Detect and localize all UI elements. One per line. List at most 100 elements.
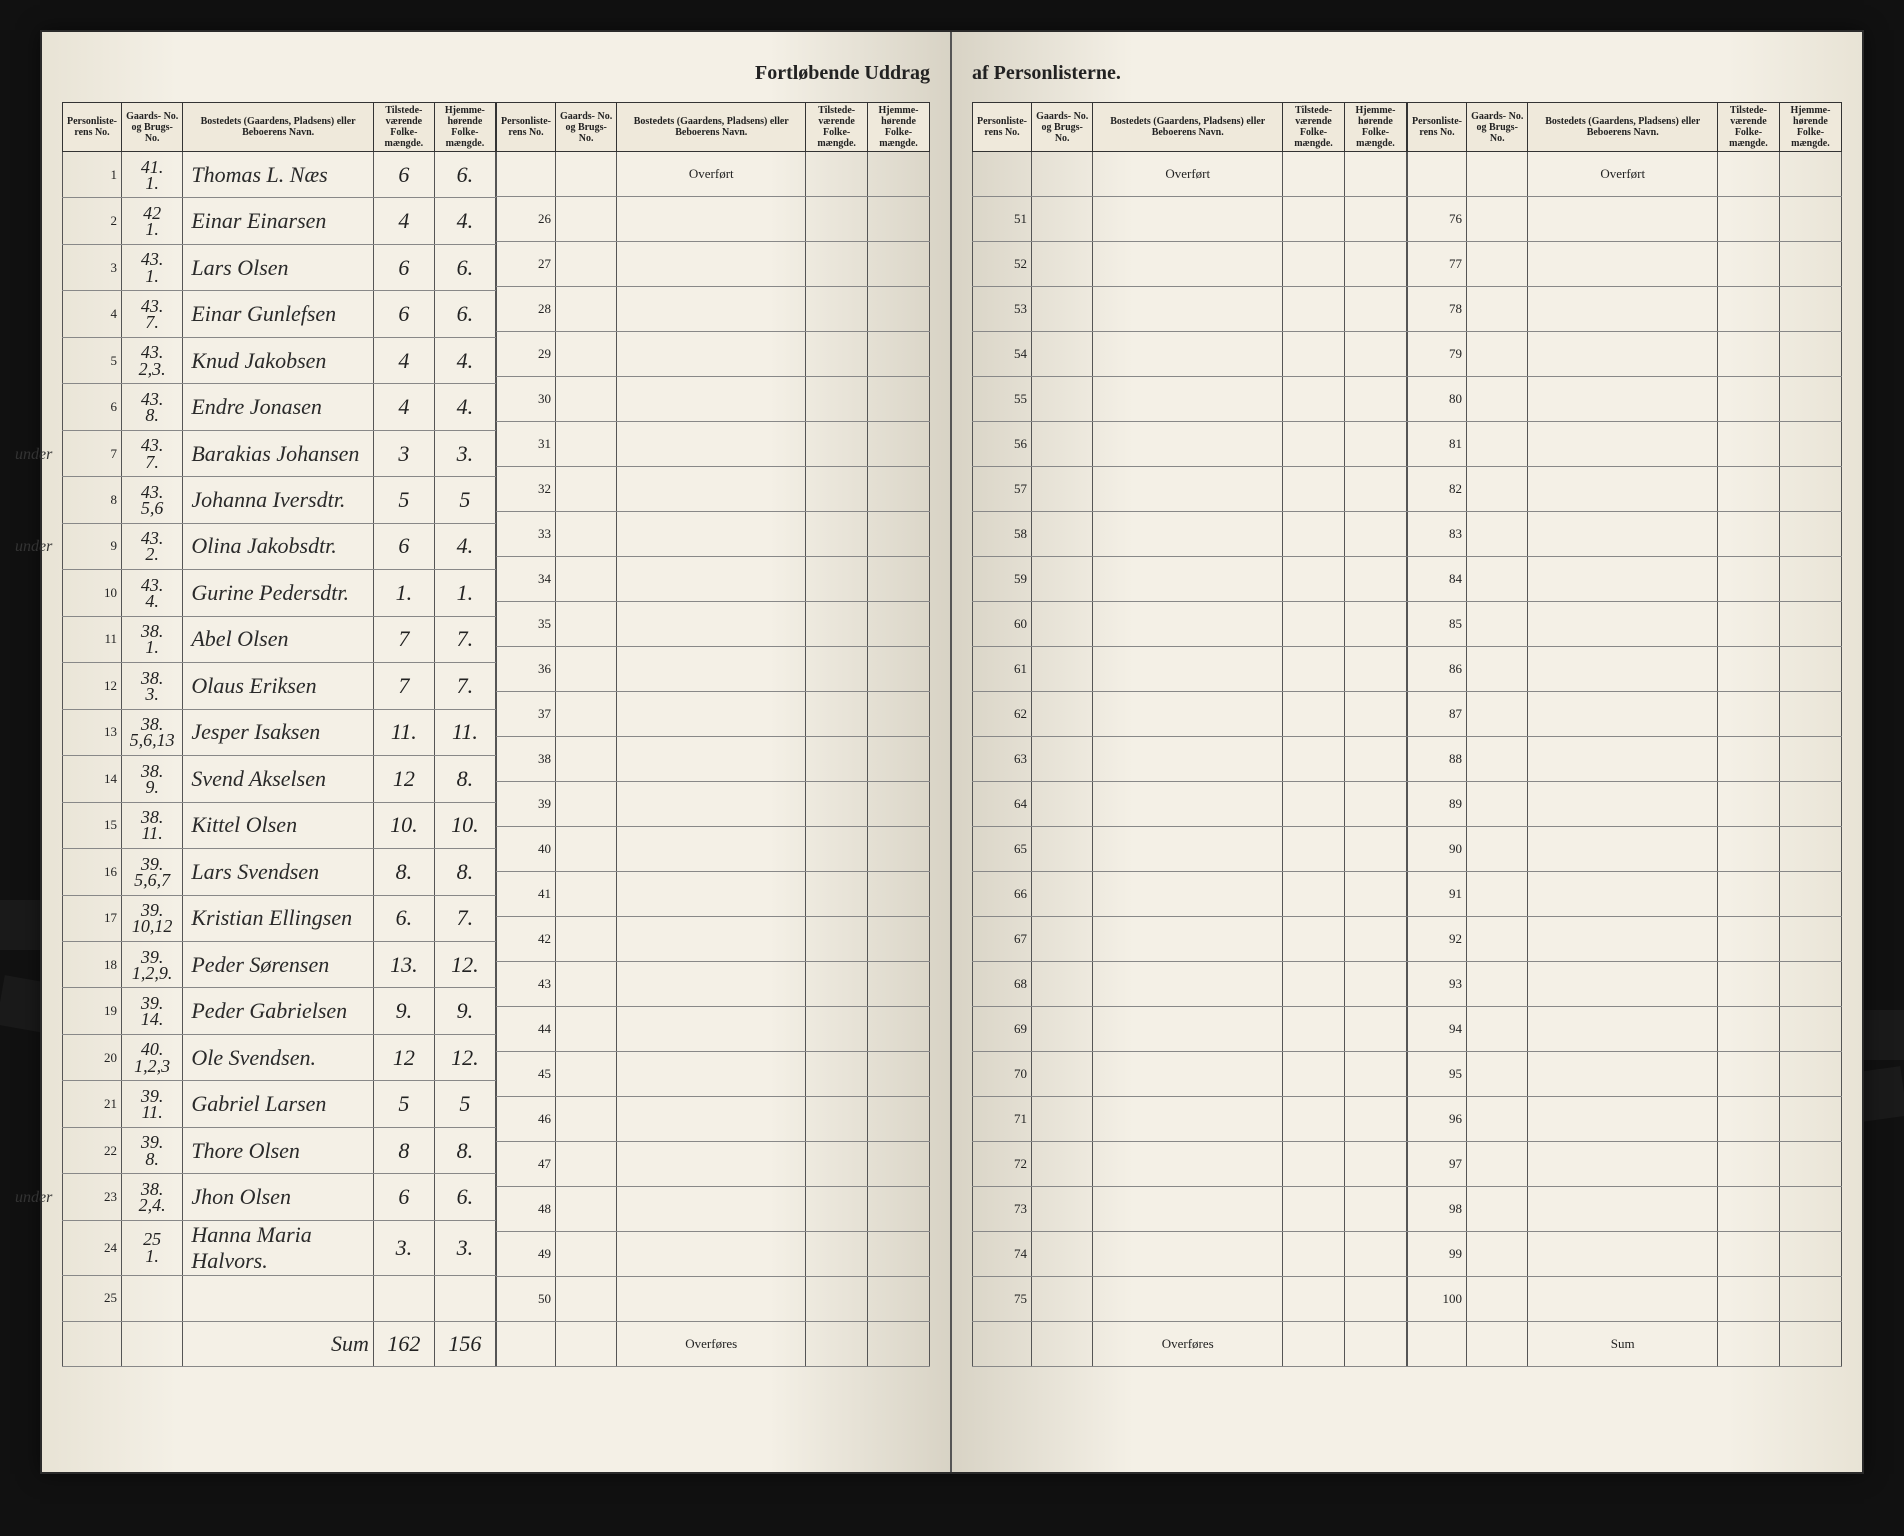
table-row: 1939. 14.Peder Gabrielsen9.9.	[63, 988, 496, 1034]
empty-cell	[1779, 557, 1841, 602]
hjemme-count: 7.	[434, 663, 495, 709]
empty-cell	[1093, 647, 1283, 692]
tilstede-count: 6	[373, 291, 434, 337]
empty-cell	[1344, 917, 1406, 962]
row-number: 80	[1408, 377, 1467, 422]
empty-cell	[1528, 737, 1718, 782]
table-row: 99	[1408, 1232, 1842, 1277]
row-number: 50	[497, 1277, 556, 1322]
hjemme-count: 6.	[434, 244, 495, 290]
right-content: Personliste- rens No. Gaards- No. og Bru…	[972, 102, 1842, 1367]
header-tilstede: Tilstede- værende Folke- mængde.	[806, 103, 868, 152]
gaard-number: 43. 2,3.	[122, 337, 183, 383]
empty-cell	[617, 197, 806, 242]
row-number: 86	[1408, 647, 1467, 692]
empty-cell	[1344, 692, 1406, 737]
gaard-number: 42 1.	[122, 198, 183, 244]
row-number: 98	[1408, 1187, 1467, 1232]
gaard-number	[122, 1275, 183, 1322]
empty-cell	[1283, 557, 1345, 602]
table-header: Personliste- rens No. Gaards- No. og Bru…	[497, 103, 930, 152]
book-spread: Fortløbende Uddrag Personliste- rens No.…	[0, 0, 1904, 1536]
row-number: 95	[1408, 1052, 1467, 1097]
empty-cell	[1283, 1187, 1345, 1232]
gaard-number: 40. 1,2,3	[122, 1034, 183, 1080]
row-number: 36	[497, 647, 556, 692]
hjemme-count: 1.	[434, 570, 495, 616]
empty-cell	[1032, 647, 1093, 692]
tilstede-count: 3.	[373, 1220, 434, 1275]
table-row: 98	[1408, 1187, 1842, 1232]
ledger-block-3: Personliste- rens No. Gaards- No. og Bru…	[972, 102, 1407, 1367]
gaard-number: 38. 5,6,13	[122, 709, 183, 755]
empty-cell	[806, 827, 868, 872]
empty-cell	[806, 692, 868, 737]
resident-name: Endre Jonasen	[183, 384, 374, 430]
overfores-label: Overføres	[1093, 1322, 1283, 1367]
empty-cell	[1467, 827, 1528, 872]
row-number: 96	[1408, 1097, 1467, 1142]
empty-cell	[1467, 1277, 1528, 1322]
tilstede-count: 6	[373, 244, 434, 290]
hjemme-count: 3.	[434, 430, 495, 476]
empty-cell	[1032, 1097, 1093, 1142]
empty-cell	[1467, 197, 1528, 242]
empty-cell	[1093, 737, 1283, 782]
resident-name: Lars Svendsen	[183, 849, 374, 895]
empty-cell	[1528, 827, 1718, 872]
empty-cell	[806, 917, 868, 962]
resident-name: Peder Gabrielsen	[183, 988, 374, 1034]
gaard-number: 38. 2,4.	[122, 1174, 183, 1220]
row-number: 9under	[63, 523, 122, 569]
empty-cell	[1528, 377, 1718, 422]
empty-cell	[1528, 287, 1718, 332]
row-number: 4	[63, 291, 122, 337]
empty-cell	[1283, 1052, 1345, 1097]
empty-cell	[1032, 557, 1093, 602]
empty-cell	[1717, 242, 1779, 287]
empty-cell	[806, 872, 868, 917]
table-row: 38	[497, 737, 930, 782]
empty-cell	[1032, 1142, 1093, 1187]
empty-cell	[617, 1007, 806, 1052]
empty-cell	[1528, 647, 1718, 692]
row-number: 44	[497, 1007, 556, 1052]
empty-cell	[1344, 1007, 1406, 1052]
table-row: 88	[1408, 737, 1842, 782]
empty-cell	[1344, 1187, 1406, 1232]
row-number: 38	[497, 737, 556, 782]
hjemme-count: 8.	[434, 756, 495, 802]
table-row: 43	[497, 962, 930, 1007]
empty-cell	[868, 197, 930, 242]
row-number: 58	[973, 512, 1032, 557]
empty-cell	[806, 962, 868, 1007]
table-row: 60	[973, 602, 1407, 647]
empty-cell	[1283, 1007, 1345, 1052]
gaard-number: 43. 5,6	[122, 477, 183, 523]
overfores-row: Overføres	[497, 1322, 930, 1367]
row-number: 52	[973, 242, 1032, 287]
margin-note: under	[15, 1189, 52, 1207]
row-number: 28	[497, 287, 556, 332]
empty-cell	[1717, 872, 1779, 917]
row-number: 69	[973, 1007, 1032, 1052]
row-number: 10	[63, 570, 122, 616]
empty-cell	[1717, 197, 1779, 242]
header-gaard: Gaards- No. og Brugs- No.	[1467, 103, 1528, 152]
row-number: 14	[63, 756, 122, 802]
empty-cell	[1344, 512, 1406, 557]
table-row: 2425 1.Hanna Maria Halvors.3.3.	[63, 1220, 496, 1275]
empty-cell	[1344, 1277, 1406, 1322]
empty-cell	[1779, 737, 1841, 782]
empty-cell	[1283, 332, 1345, 377]
table-row: 2239. 8.Thore Olsen88.	[63, 1127, 496, 1173]
table-row: 26	[497, 197, 930, 242]
empty-cell	[1283, 377, 1345, 422]
hjemme-count: 12.	[434, 1034, 495, 1080]
empty-cell	[1283, 737, 1345, 782]
resident-name: Thore Olsen	[183, 1127, 374, 1173]
margin-note: under	[15, 446, 52, 464]
row-number: 8	[63, 477, 122, 523]
resident-name: Einar Einarsen	[183, 198, 374, 244]
empty-cell	[1032, 962, 1093, 1007]
